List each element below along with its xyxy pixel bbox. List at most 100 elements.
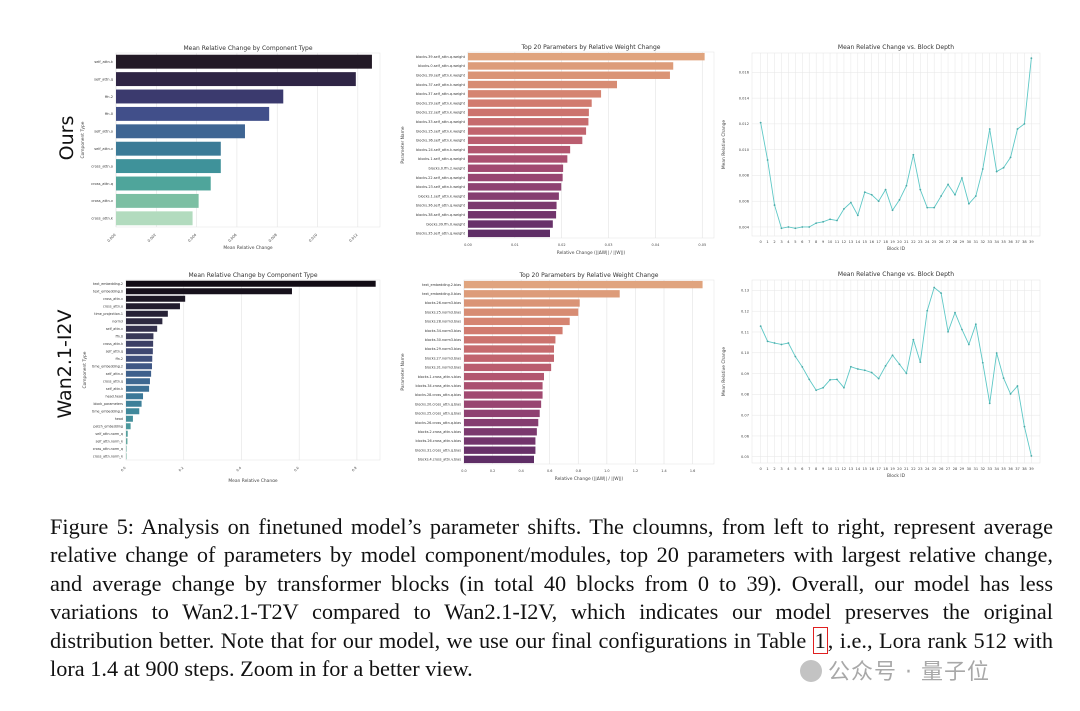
x-tick-label: 27	[946, 240, 951, 244]
data-point	[898, 363, 901, 366]
x-axis-label: Block ID	[887, 246, 906, 252]
bar	[126, 348, 153, 355]
data-point	[829, 378, 831, 381]
y-tick-label: self_attn.q	[106, 349, 123, 353]
bar	[126, 318, 163, 325]
data-point	[995, 352, 998, 354]
y-tick-label: self_attn.o	[94, 130, 113, 134]
x-tick-label: 6	[801, 467, 804, 471]
bar	[126, 378, 150, 385]
bar	[464, 382, 543, 390]
x-tick-label: 15	[862, 240, 867, 244]
y-tick-label: 0.014	[739, 96, 750, 100]
y-tick-label: blocks.39.self_attn.k.weight	[416, 73, 466, 77]
y-tick-label: time_embedding.0	[92, 409, 123, 413]
y-tick-label: 0.006	[739, 200, 750, 204]
bar	[468, 62, 674, 70]
x-tick-label: 13	[849, 240, 854, 244]
x-tick-label: 0.008	[268, 232, 279, 243]
x-tick-label: 0.002	[147, 233, 157, 243]
data-point	[1030, 57, 1033, 60]
x-tick-label: 8	[815, 467, 818, 471]
data-point	[773, 342, 776, 344]
x-tick-label: 39	[1029, 467, 1034, 471]
x-tick-label: 35	[1001, 240, 1006, 244]
bar	[464, 437, 536, 445]
y-tick-label: 0.016	[739, 71, 750, 75]
y-tick-label: time_embedding.2	[92, 364, 123, 368]
x-tick-label: 9	[822, 467, 825, 471]
data-point	[808, 378, 811, 381]
x-tick-label: 4	[787, 467, 790, 471]
y-tick-label: cross_attn.k	[103, 342, 123, 346]
data-point	[759, 325, 762, 328]
y-tick-label: 0.010	[739, 148, 750, 152]
y-tick-label: cross_attn.v	[91, 199, 114, 203]
bar	[464, 290, 620, 298]
y-tick-label: text_embedding.0.bias	[422, 292, 461, 296]
x-tick-label: 8	[815, 240, 818, 244]
x-tick-label: 0.2	[490, 469, 495, 473]
y-tick-label: blocks.31.norm3.bias	[425, 366, 462, 370]
x-tick-label: 33	[987, 240, 992, 244]
y-tick-label: blocks.37.self_attn.q.weight	[416, 92, 466, 96]
data-point	[843, 386, 845, 389]
x-tick-label: 7	[808, 240, 810, 244]
y-tick-label: blocks.2.cross_attn.v.bias	[418, 430, 462, 434]
caption-text-end: , i.e., Lora rank 512 with lora 1.4 at 9…	[50, 627, 1053, 682]
data-point	[933, 206, 936, 209]
bar	[464, 326, 563, 335]
y-axis-label: Component Type	[82, 351, 88, 388]
bar	[126, 400, 142, 407]
bar	[468, 80, 618, 89]
data-point	[988, 128, 991, 130]
y-tick-label: ffn.0	[115, 334, 123, 338]
bar	[468, 71, 670, 79]
x-axis-label: Mean Relative Change	[228, 478, 278, 482]
y-tick-label: self_attn.norm_q	[95, 432, 123, 436]
x-tick-label: 39	[1029, 240, 1034, 244]
x-tick-label: 5	[794, 467, 796, 471]
chart-title: Mean Relative Change vs. Block Depth	[838, 44, 954, 51]
data-point	[815, 222, 818, 225]
bar	[126, 363, 152, 370]
x-tick-label: 31	[974, 240, 979, 244]
bar	[126, 288, 292, 295]
plot-area	[751, 279, 1041, 464]
x-tick-label: 33	[987, 467, 992, 471]
x-tick-label: 21	[904, 240, 909, 244]
data-point	[905, 184, 908, 187]
bar	[468, 211, 557, 219]
y-tick-label: self_attn.v	[106, 327, 123, 331]
x-tick-label: 0.010	[308, 232, 319, 243]
data-point	[974, 195, 977, 197]
y-axis-label: Parameter Name	[400, 126, 406, 163]
bar	[464, 400, 542, 408]
data-point	[766, 159, 769, 161]
data-point	[870, 371, 873, 374]
x-tick-label: 31	[974, 467, 979, 471]
plot-area	[463, 279, 715, 465]
y-tick-label: blocks.26.cross_attn.q.bias	[415, 421, 461, 425]
data-point	[981, 361, 984, 364]
x-tick-label: 0.6	[547, 469, 552, 473]
y-tick-label: blocks.0.self_attn.q.weight	[418, 64, 465, 68]
x-tick-label: 0.0	[120, 466, 127, 473]
bar	[468, 52, 705, 61]
data-point	[884, 364, 887, 367]
x-tick-label: 25	[932, 240, 937, 244]
x-tick-label: 1.2	[633, 469, 638, 473]
chart-i2v-component: 0.0 0.2 0.4 0.6 0.8 text_embedding.2 text_embe…	[50, 266, 390, 482]
data-point	[1009, 393, 1012, 395]
x-tick-label: 15	[862, 467, 867, 471]
bar	[126, 385, 150, 392]
data-point	[1016, 128, 1019, 130]
x-tick-label: 3	[780, 467, 782, 471]
data-point	[1002, 377, 1005, 380]
table-reference-link[interactable]: 1	[812, 626, 828, 654]
data-point	[787, 226, 790, 228]
data-point	[926, 309, 929, 312]
x-tick-label: 0.4	[518, 469, 523, 473]
y-tick-label: ffn.2	[115, 357, 123, 361]
chart-title: Mean Relative Change by Component Type	[183, 45, 312, 52]
